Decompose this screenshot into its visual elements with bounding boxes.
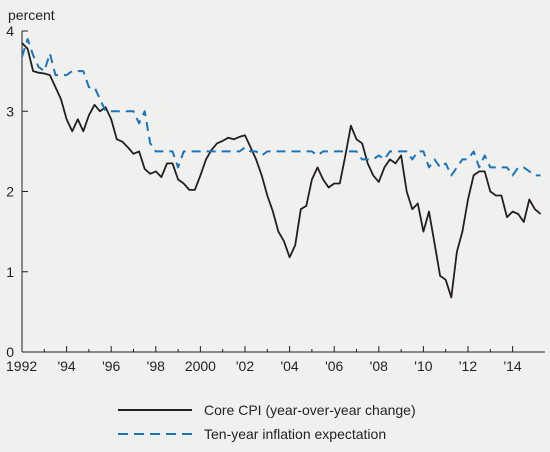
y-axis-ticks: 0 1 2 3 4 — [6, 23, 28, 360]
x-tick-label: '98 — [147, 358, 165, 374]
series-line-core-cpi — [21, 42, 542, 299]
x-tick-label: '08 — [370, 358, 388, 374]
x-tick-label: '96 — [102, 358, 120, 374]
x-tick-label: '02 — [236, 358, 254, 374]
legend-item-inflation-expectation: Ten-year inflation expectation — [118, 426, 386, 442]
series-line-inflation-expectation — [21, 38, 541, 177]
legend-label: Core CPI (year-over-year change) — [204, 402, 416, 418]
y-tick-label: 2 — [6, 184, 14, 200]
x-tick-label: '04 — [280, 358, 298, 374]
x-tick-label: '10 — [414, 358, 432, 374]
x-tick-label: '06 — [325, 358, 343, 374]
y-tick-label: 3 — [6, 103, 14, 119]
axes: percent — [8, 7, 545, 353]
y-tick-label: 0 — [6, 344, 14, 360]
x-tick-label: '12 — [459, 358, 477, 374]
y-axis-unit-label: percent — [8, 7, 55, 23]
x-tick-label: 1992 — [6, 358, 37, 374]
x-tick-label: '94 — [57, 358, 75, 374]
legend-item-core-cpi: Core CPI (year-over-year change) — [118, 402, 416, 418]
series-lines — [21, 38, 542, 299]
legend-label: Ten-year inflation expectation — [204, 426, 386, 442]
y-tick-label: 4 — [6, 23, 14, 39]
x-axis-ticks: 1992 '94 '96 '98 2000 '02 '04 '06 '08 '10 '12 '14 — [6, 346, 522, 374]
legend: Core CPI (year-over-year change) Ten-yea… — [118, 402, 416, 442]
x-tick-label: 2000 — [185, 358, 216, 374]
y-tick-label: 1 — [6, 264, 14, 280]
x-tick-label: '14 — [503, 358, 521, 374]
